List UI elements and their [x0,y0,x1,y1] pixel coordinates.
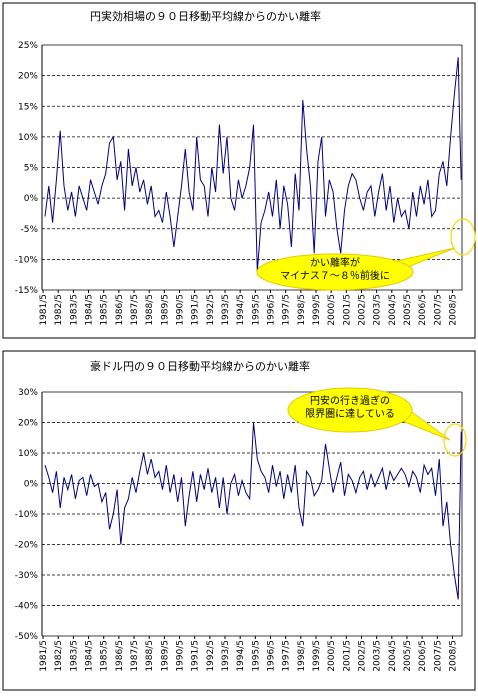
callout [287,387,413,433]
x-tick-label: 2003/5 [373,640,383,672]
callout-text: 円安の行き過ぎの [310,394,390,407]
data-line [44,422,462,600]
highlight-circle [443,423,467,457]
x-tick-label: 1992/5 [206,640,216,672]
x-tick-label: 1983/5 [69,294,79,326]
x-tick-label: 1982/5 [54,640,64,672]
x-tick-label: 2004/5 [388,294,398,326]
x-tick-label: 1987/5 [130,294,140,326]
x-tick-label: 1982/5 [54,294,64,326]
highlight-circle [450,218,476,256]
y-tick-label: -5% [20,225,38,235]
x-tick-label: 1997/5 [282,294,292,326]
x-tick-label: 2005/5 [403,640,413,672]
x-tick-label: 1998/5 [297,294,307,326]
x-tick-label: 1984/5 [85,294,95,326]
y-tick-label: 0% [24,480,39,490]
x-tick-label: 1999/5 [312,640,322,672]
data-line [44,57,462,272]
y-tick-label: -10% [15,510,39,520]
chart-title: 豪ドル円の９０日移動平均線からのかい離率 [90,359,310,373]
x-tick-label: 2000/5 [327,294,337,326]
x-tick-label: 1981/5 [39,640,49,672]
x-tick-label: 1986/5 [115,640,125,672]
x-tick-label: 1997/5 [282,640,292,672]
x-tick-label: 2001/5 [342,640,352,672]
y-tick-label: -15% [15,286,39,296]
x-tick-label: 1993/5 [221,640,231,672]
y-tick-label: -50% [15,632,39,642]
x-tick-label: 2002/5 [357,294,367,326]
callout [256,253,414,291]
y-tick-label: -40% [15,602,39,612]
x-tick-label: 2000/5 [327,640,337,672]
x-tick-label: 2001/5 [342,294,352,326]
x-tick-label: 2007/5 [433,294,443,326]
x-tick-label: 1989/5 [160,294,170,326]
callout-text: マイナス７～８％前後に [280,269,390,282]
y-tick-label: 25% [18,41,38,51]
chart-title: 円実効相場の９０日移動平均線からのかい離率 [90,9,321,23]
x-tick-label: 2006/5 [418,294,428,326]
x-tick-label: 2006/5 [418,640,428,672]
y-tick-label: -20% [15,541,39,551]
x-tick-label: 1985/5 [100,640,110,672]
callout-text: かい離率が [310,256,360,269]
x-tick-label: 1988/5 [145,640,155,672]
x-tick-label: 1994/5 [236,640,246,672]
x-tick-label: 2002/5 [357,640,367,672]
x-tick-label: 1986/5 [115,294,125,326]
x-tick-label: 1995/5 [251,294,261,326]
x-tick-label: 2007/5 [433,640,443,672]
x-tick-label: 2008/5 [448,640,458,672]
x-tick-label: 1994/5 [236,294,246,326]
x-tick-label: 1988/5 [145,294,155,326]
x-tick-label: 1991/5 [191,294,201,326]
x-tick-label: 1998/5 [297,640,307,672]
x-tick-label: 1987/5 [130,640,140,672]
x-tick-label: 1989/5 [160,640,170,672]
x-tick-label: 2004/5 [388,640,398,672]
x-tick-label: 1999/5 [312,294,322,326]
y-tick-label: -10% [15,255,39,265]
y-tick-label: 0% [24,194,39,204]
x-tick-label: 2008/5 [448,294,458,326]
x-tick-label: 1996/5 [266,294,276,326]
y-tick-label: 15% [18,102,38,112]
panel-border [2,2,476,339]
y-tick-label: 10% [18,133,38,143]
x-tick-label: 1993/5 [221,294,231,326]
y-tick-label: 10% [18,449,38,459]
x-tick-label: 1992/5 [206,294,216,326]
x-tick-label: 2003/5 [373,294,383,326]
y-tick-label: -30% [15,571,39,581]
callout-text: 限界圏に達している [305,408,395,420]
x-tick-label: 1990/5 [176,640,186,672]
y-tick-label: 20% [18,419,38,429]
x-tick-label: 1983/5 [69,640,79,672]
x-tick-label: 1985/5 [100,294,110,326]
y-tick-label: 20% [18,72,38,82]
x-tick-label: 1995/5 [251,640,261,672]
x-tick-label: 1990/5 [176,294,186,326]
x-tick-label: 2005/5 [403,294,413,326]
x-tick-label: 1996/5 [266,640,276,672]
y-tick-label: 30% [18,388,38,398]
x-tick-label: 1984/5 [85,640,95,672]
x-tick-label: 1991/5 [191,640,201,672]
y-tick-label: 5% [24,164,39,174]
x-tick-label: 1981/5 [39,294,49,326]
